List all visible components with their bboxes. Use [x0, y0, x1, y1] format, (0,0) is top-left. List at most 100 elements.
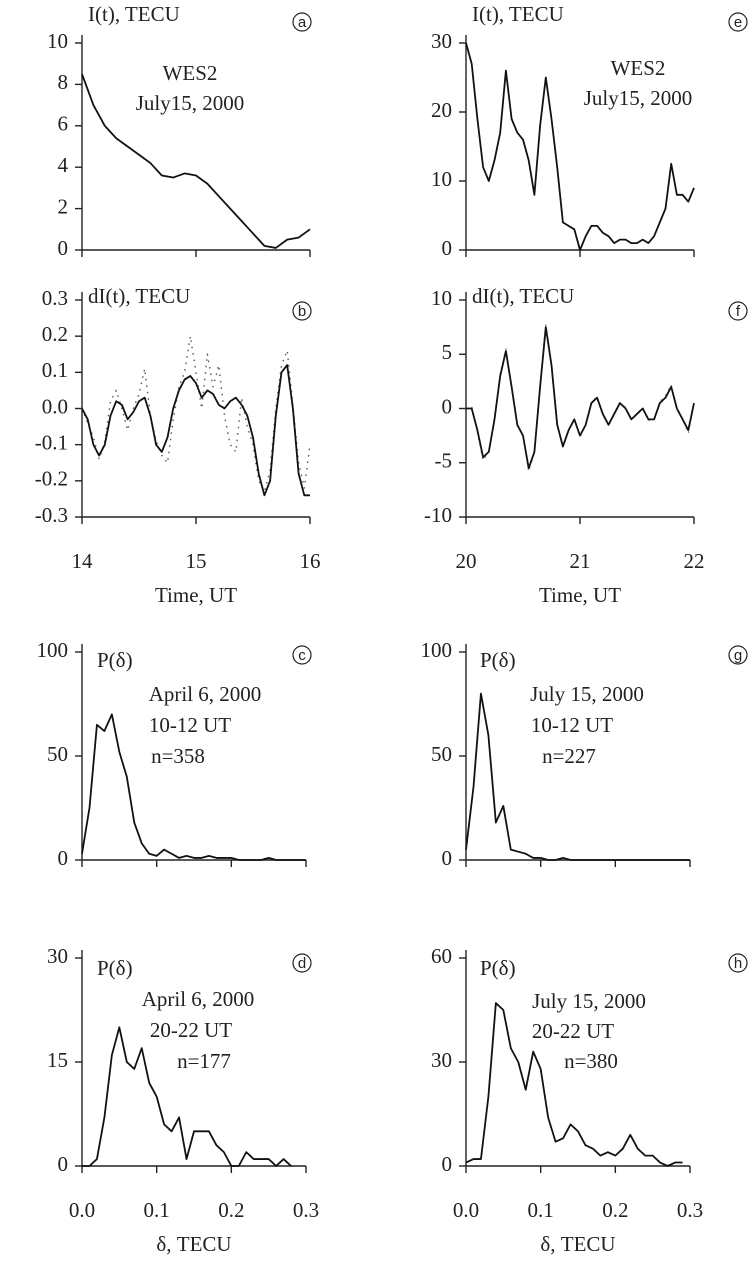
y-tick-label: 15 [47, 1048, 68, 1072]
y-tick-label: -0.1 [35, 430, 68, 454]
y-tick-label: 60 [431, 944, 452, 968]
y-tick-label: 50 [431, 742, 452, 766]
annotation: n=177 [177, 1049, 231, 1073]
y-tick-label: 0.0 [42, 394, 68, 418]
x-tick-label: 0.1 [528, 1198, 554, 1222]
x-tick-label: 0.3 [293, 1198, 319, 1222]
y-tick-label: -5 [435, 449, 453, 473]
y-tick-label: 100 [37, 638, 69, 662]
y-tick-label: 0 [442, 394, 453, 418]
panel-badge [292, 953, 312, 973]
annotation: WES2 [163, 61, 218, 85]
x-tick-label: 15 [186, 549, 207, 573]
y-axis-label: P(δ) [97, 648, 133, 672]
y-axis-label: dI(t), TECU [472, 284, 574, 308]
annotation: July 15, 2000 [532, 989, 646, 1013]
y-axis-label: P(δ) [97, 956, 133, 980]
y-tick-label: 10 [431, 167, 452, 191]
y-tick-label: 30 [47, 944, 68, 968]
y-tick-label: 10 [47, 29, 68, 53]
annotation: April 6, 2000 [142, 987, 255, 1011]
x-tick-label: 0.0 [453, 1198, 479, 1222]
panel-badge [728, 12, 748, 32]
panel-letter: f [736, 303, 741, 320]
data-line [81, 73, 311, 249]
y-tick-label: 10 [431, 286, 452, 310]
y-tick-label: 30 [431, 1048, 452, 1072]
annotation: 20-22 UT [150, 1018, 232, 1042]
x-axis-label: δ, TECU [156, 1232, 231, 1256]
data-line [465, 1002, 683, 1167]
y-tick-label: 20 [431, 98, 452, 122]
y-tick-label: 0.3 [42, 286, 68, 310]
y-axis-label: dI(t), TECU [88, 284, 190, 308]
x-axis-label: δ, TECU [540, 1232, 615, 1256]
annotation: July15, 2000 [136, 91, 245, 115]
x-tick-label: 0.3 [677, 1198, 703, 1222]
data-line [466, 326, 695, 470]
panel-letter: d [298, 955, 306, 972]
data-line [465, 324, 695, 473]
y-axis-label: P(δ) [480, 648, 516, 672]
y-tick-label: 0 [58, 236, 69, 260]
x-axis-label: Time, UT [539, 583, 621, 607]
y-tick-label: 6 [58, 112, 69, 136]
y-tick-label: 4 [58, 153, 69, 177]
annotation: WES2 [611, 56, 666, 80]
panel-letter: g [734, 647, 742, 664]
y-tick-label: 100 [421, 638, 453, 662]
y-tick-label: 30 [431, 29, 452, 53]
x-tick-label: 14 [72, 549, 94, 573]
y-tick-label: 0 [58, 1152, 69, 1176]
annotation: July15, 2000 [584, 86, 693, 110]
annotation: 10-12 UT [149, 713, 231, 737]
y-tick-label: 5 [442, 340, 453, 364]
data-line [81, 364, 310, 497]
panel-letter: e [734, 14, 742, 31]
data-line [81, 335, 311, 493]
y-tick-label: 0 [442, 236, 453, 260]
panel-badge [292, 301, 312, 321]
annotation: n=227 [542, 744, 596, 768]
panel-badge [728, 645, 748, 665]
x-tick-label: 0.2 [602, 1198, 628, 1222]
panel-letter: c [298, 647, 306, 664]
y-axis-label: P(δ) [480, 956, 516, 980]
x-tick-label: 16 [300, 549, 321, 573]
annotation: July 15, 2000 [530, 682, 644, 706]
x-tick-label: 0.1 [144, 1198, 170, 1222]
data-line [465, 692, 690, 861]
x-tick-label: 0.0 [69, 1198, 95, 1222]
axis-line [81, 292, 310, 518]
panel-letter: a [298, 14, 307, 31]
y-axis-label: I(t), TECU [88, 2, 180, 26]
panel-letter: h [734, 955, 742, 972]
data-line [81, 713, 306, 861]
y-tick-label: 50 [47, 742, 68, 766]
x-tick-label: 20 [456, 549, 477, 573]
panel-badge [292, 12, 312, 32]
x-axis-label: Time, UT [155, 583, 237, 607]
x-tick-label: 21 [570, 549, 591, 573]
y-tick-label: 0.1 [42, 358, 68, 382]
panel-badge [728, 953, 748, 973]
y-tick-label: -10 [424, 503, 452, 527]
annotation: 20-22 UT [532, 1019, 614, 1043]
y-tick-label: 2 [58, 194, 69, 218]
y-tick-label: 0 [442, 846, 453, 870]
data-line [465, 42, 695, 251]
annotation: 10-12 UT [531, 713, 613, 737]
annotation: n=380 [564, 1049, 618, 1073]
panel-badge [728, 301, 748, 321]
x-tick-label: 22 [684, 549, 705, 573]
annotation: April 6, 2000 [149, 682, 262, 706]
y-tick-label: 0 [58, 846, 69, 870]
x-tick-label: 0.2 [218, 1198, 244, 1222]
y-tick-label: 0 [442, 1152, 453, 1176]
y-axis-label: I(t), TECU [472, 2, 564, 26]
y-tick-label: 8 [58, 70, 69, 94]
y-tick-label: 0.2 [42, 322, 68, 346]
y-tick-label: -0.3 [35, 503, 68, 527]
panel-badge [292, 645, 312, 665]
